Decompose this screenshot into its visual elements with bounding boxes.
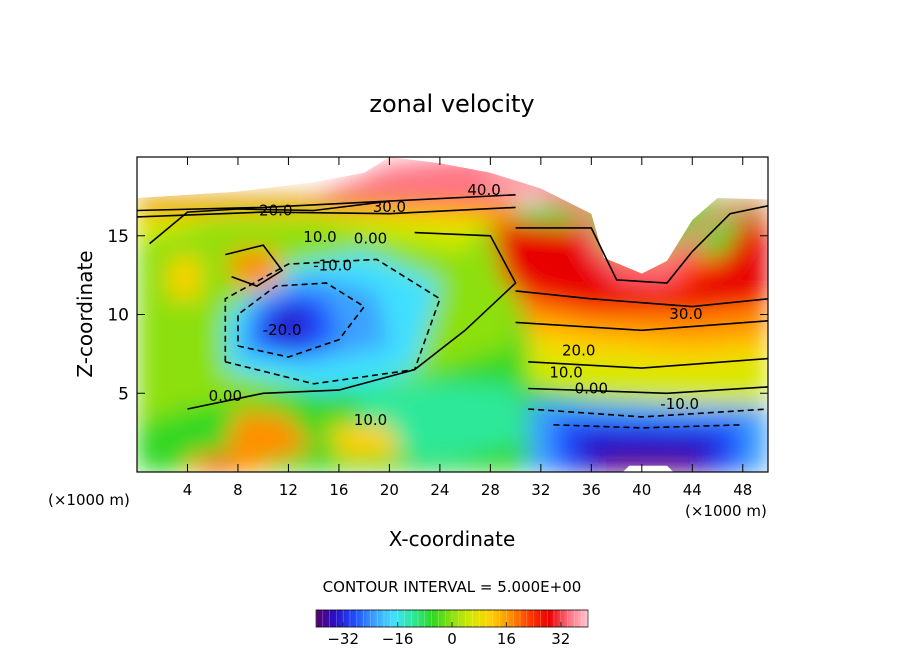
y-tick-label: 15 <box>107 227 129 247</box>
x-tick-label: 28 <box>481 481 500 499</box>
plot-area: 40.030.020.010.0 0.00-10.0-20.030.020.010… <box>137 157 768 472</box>
chart-title: zonal velocity <box>369 90 534 118</box>
contour-band-14 <box>313 157 768 283</box>
contour-label: 30.0 <box>373 198 406 216</box>
contour-label: 20.0 <box>259 201 292 219</box>
contour-line-3 <box>515 290 768 308</box>
dashed-contour-0 <box>237 282 366 358</box>
contour-line-5 <box>528 357 768 369</box>
colorbar: −32 −16 0 16 32 <box>315 609 589 648</box>
contour-label: -20.0 <box>263 321 302 339</box>
colorbar-tick-label: −16 <box>382 630 414 648</box>
y-axis-label: Z-coordinate <box>73 250 97 377</box>
negative-contour-lines <box>224 258 768 429</box>
white-upper-region <box>137 157 768 274</box>
contour-label: -10.0 <box>660 395 699 413</box>
contour-label: 10.0 <box>303 228 336 246</box>
x-axis-ticks: 4 8 12 16 20 24 28 32 36 40 44 48 <box>183 157 752 499</box>
contour-line-0 <box>137 194 516 212</box>
colorbar-tick-label: −32 <box>327 630 359 648</box>
x-axis-label: X-coordinate <box>389 527 516 551</box>
contour-label: 30.0 <box>669 305 702 323</box>
contour-label: 10.0 <box>549 364 582 382</box>
contour-label: 0.00 <box>209 387 242 405</box>
contour-band-24 <box>326 424 402 460</box>
contour-line-7 <box>187 231 517 410</box>
dashed-contour-2 <box>528 408 768 418</box>
contour-line-4 <box>515 320 768 332</box>
x-tick-label: 20 <box>380 481 399 499</box>
upper-contour-lines <box>137 157 768 472</box>
contour-line-2 <box>515 205 768 284</box>
y-axis-ticks: 5 10 15 <box>107 227 768 404</box>
contour-band-13 <box>490 212 768 309</box>
x-tick-label: 40 <box>632 481 651 499</box>
x-tick-label: 32 <box>531 481 550 499</box>
contour-band-26 <box>168 254 201 299</box>
x-tick-label: 48 <box>733 481 752 499</box>
contour-line-9 <box>149 200 390 245</box>
contour-line-6 <box>528 386 768 395</box>
colorbar-tick-label: 16 <box>497 630 516 648</box>
dashed-contour-3 <box>553 424 743 429</box>
contour-interval-text: CONTOUR INTERVAL = 5.000E+00 <box>323 578 582 596</box>
contour-labels: 40.030.020.010.0 0.00-10.0-20.030.020.010… <box>209 181 703 429</box>
x-tick-label: 4 <box>183 481 193 499</box>
white-lower-notch <box>622 465 674 472</box>
contour-band-8 <box>269 305 314 343</box>
contour-label: 0.00 <box>354 230 387 248</box>
contour-label: 20.0 <box>562 341 595 359</box>
contour-line-8 <box>225 244 284 287</box>
contour-line-1 <box>137 206 516 218</box>
y-tick-label: 10 <box>107 306 129 326</box>
colorbar-tick-label: 0 <box>447 630 457 648</box>
contour-band-20 <box>603 456 693 472</box>
colorbar-ticks: −32 −16 0 16 32 <box>315 610 589 648</box>
contour-label: -10.0 <box>313 256 352 274</box>
x-unit-note-left: (×1000 m) <box>48 491 130 509</box>
x-tick-label: 24 <box>430 481 449 499</box>
x-tick-label: 36 <box>582 481 601 499</box>
x-tick-label: 44 <box>683 481 702 499</box>
x-unit-note-right: (×1000 m) <box>685 502 767 520</box>
x-tick-label: 8 <box>233 481 243 499</box>
y-tick-label: 5 <box>118 384 129 404</box>
colorbar-tick-label: 32 <box>551 630 570 648</box>
x-tick-label: 12 <box>279 481 298 499</box>
contour-label: 40.0 <box>467 181 500 199</box>
contour-band-23 <box>206 457 231 472</box>
dashed-contour-1 <box>224 258 441 385</box>
x-tick-label: 16 <box>329 481 348 499</box>
contour-label: 0.00 <box>575 379 608 397</box>
velocity-field <box>137 157 768 472</box>
contour-label: 10.0 <box>354 411 387 429</box>
white-upper-left <box>137 157 390 198</box>
